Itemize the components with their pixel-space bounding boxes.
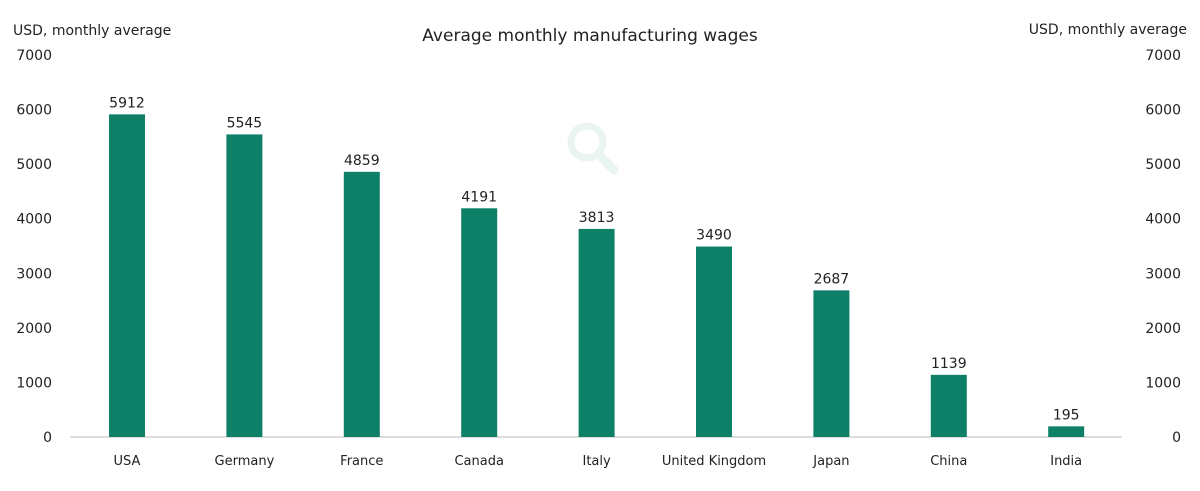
x-category-label: United Kingdom	[662, 454, 766, 469]
bar	[930, 374, 967, 437]
bar	[109, 114, 145, 437]
x-category-label: Canada	[454, 454, 503, 469]
left-axis-unit: USD, monthly average	[13, 23, 171, 39]
bar-value-label: 195	[1053, 407, 1080, 423]
bar-value-label: 5912	[109, 95, 145, 111]
left-y-tick-label: 1000	[16, 375, 52, 391]
bar	[578, 228, 615, 437]
x-category-label: Germany	[215, 454, 275, 469]
bar	[813, 290, 850, 437]
x-category-label: Japan	[812, 454, 849, 469]
bar	[1048, 426, 1085, 437]
bar	[226, 134, 263, 437]
bar	[343, 171, 380, 437]
left-y-tick-label: 7000	[16, 48, 52, 64]
chart-title: Average monthly manufacturing wages	[422, 26, 758, 46]
bar-value-label: 2687	[814, 271, 850, 287]
left-y-tick-label: 4000	[16, 212, 52, 228]
bar-value-label: 4191	[461, 189, 497, 205]
right-y-tick-label: 6000	[1145, 103, 1181, 119]
magnifier-icon	[567, 122, 619, 175]
right-y-tick-label: 3000	[1145, 266, 1181, 282]
x-category-label: France	[340, 454, 383, 469]
left-y-tick-label: 3000	[16, 266, 52, 282]
right-axis-unit: USD, monthly average	[1029, 22, 1187, 38]
x-category-label: China	[930, 454, 967, 469]
bar-value-label: 4859	[344, 153, 380, 169]
right-y-tick-label: 5000	[1145, 157, 1181, 173]
right-y-tick-label: 2000	[1145, 321, 1181, 337]
bar	[461, 208, 498, 437]
right-y-tick-label: 0	[1172, 430, 1181, 446]
bar	[696, 246, 732, 437]
bar-value-label: 5545	[227, 115, 263, 131]
x-category-label: USA	[114, 454, 141, 469]
left-y-tick-label: 0	[43, 430, 52, 446]
bar-value-label: 3813	[579, 210, 615, 226]
left-y-tick-label: 2000	[16, 321, 52, 337]
bar-value-label: 1139	[931, 356, 967, 372]
bar-value-label: 3490	[696, 228, 732, 244]
left-y-tick-label: 5000	[16, 157, 52, 173]
right-y-tick-label: 7000	[1145, 48, 1181, 64]
left-y-tick-label: 6000	[16, 103, 52, 119]
right-y-tick-label: 1000	[1145, 375, 1181, 391]
x-category-label: Italy	[582, 454, 611, 469]
right-y-tick-label: 4000	[1145, 212, 1181, 228]
x-category-label: India	[1050, 454, 1082, 469]
